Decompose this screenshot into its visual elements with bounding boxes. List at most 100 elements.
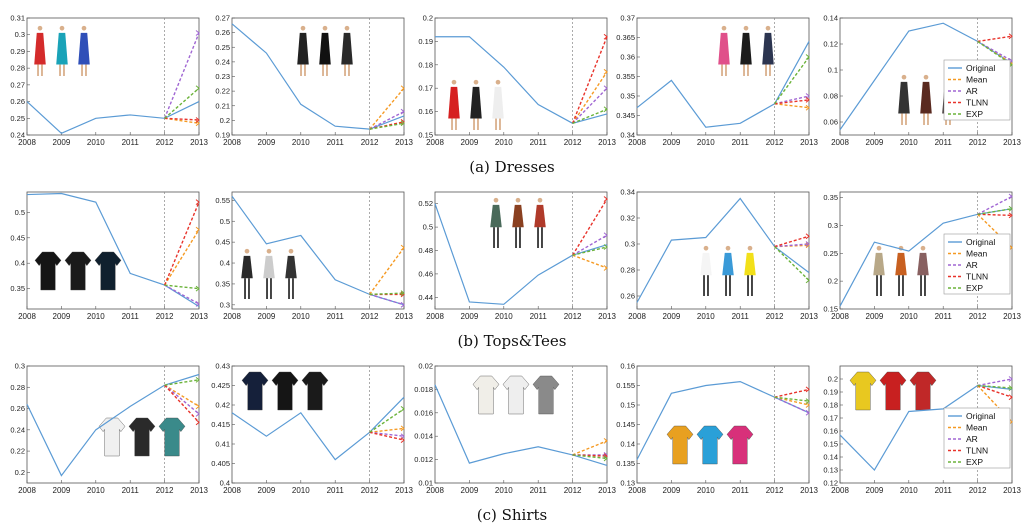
series-line-mean <box>369 87 405 130</box>
chart-panel-8: 0.44 0.46 0.48 0.5 0.52 2008 2009 2010 2011 2012 2… <box>418 191 616 321</box>
product-thumbnail <box>722 245 734 296</box>
y-tick-label: 0.32 <box>620 214 635 223</box>
series-line-ar <box>164 384 200 415</box>
series-line-mean <box>572 440 608 456</box>
model-leg <box>541 227 543 248</box>
product-thumbnail <box>512 197 524 248</box>
model-leg <box>747 64 749 76</box>
y-tick-label: 0.15 <box>823 440 838 449</box>
x-tick-label: 2012 <box>766 486 784 495</box>
x-tick-label: 2008 <box>426 138 444 147</box>
garment-shape <box>532 375 560 415</box>
y-tick-label: 0.35 <box>620 92 635 101</box>
forecast-arrowhead <box>805 233 810 240</box>
legend-label: TLNN <box>966 98 988 108</box>
x-tick-label: 2008 <box>628 312 646 321</box>
garment-shape <box>849 371 877 411</box>
x-tick-label: 2013 <box>800 312 818 321</box>
y-tick-label: 0.26 <box>10 404 25 413</box>
model-leg <box>725 275 727 296</box>
product-thumbnail <box>726 425 754 465</box>
garment-shape <box>490 204 502 228</box>
product-thumbnail <box>920 74 932 125</box>
legend-label: AR <box>966 260 978 270</box>
model-leg <box>905 113 907 125</box>
y-tick-label: 0.5 <box>423 223 433 232</box>
y-tick-label: 0.15 <box>620 401 635 410</box>
model-head <box>37 25 43 31</box>
model-leg <box>41 64 43 76</box>
x-tick-label: 2009 <box>663 486 681 495</box>
product-thumbnail <box>56 25 68 76</box>
y-tick-label: 0.405 <box>211 459 230 468</box>
product-thumbnail <box>873 245 885 296</box>
model-head <box>703 245 709 251</box>
series-line-ar <box>369 110 405 130</box>
series-line-original <box>434 384 608 467</box>
forecast-arrowhead <box>805 54 810 60</box>
y-tick-label: 0.2 <box>423 14 433 23</box>
garment-shape <box>879 371 907 411</box>
y-tick-label: 0.31 <box>10 14 25 23</box>
y-tick-label: 0.5 <box>15 208 25 217</box>
series-line-tlnn <box>571 36 608 124</box>
forecast-arrowhead <box>603 85 608 92</box>
series-line-tlnn <box>774 235 810 248</box>
y-tick-label: 0.24 <box>10 131 25 140</box>
forecast-arrowhead <box>1008 33 1013 40</box>
x-tick-label: 2011 <box>732 486 750 495</box>
y-tick-label: 0.4 <box>220 479 230 488</box>
forecast-arrowhead <box>400 406 405 412</box>
x-tick-label: 2013 <box>395 312 413 321</box>
model-head <box>920 245 926 251</box>
model-leg <box>451 118 453 130</box>
chart-panel-7: 0.3 0.35 0.4 0.45 0.5 0.55 2008 2009 2010 2011 201… <box>215 191 413 321</box>
x-tick-label: 2011 <box>530 138 548 147</box>
product-thumbnail <box>879 371 907 411</box>
forecast-arrowhead <box>1008 193 1013 200</box>
model-leg <box>322 64 324 76</box>
garment-shape <box>271 371 299 411</box>
x-tick-label: 2008 <box>426 486 444 495</box>
forecast-arrowhead <box>603 265 608 271</box>
y-tick-label: 0.12 <box>823 40 838 49</box>
forecast-arrowhead <box>195 117 200 123</box>
y-tick-label: 0.13 <box>620 479 635 488</box>
model-leg <box>63 64 65 76</box>
row-caption-shirts: (c) Shirts <box>477 506 548 524</box>
product-thumbnail <box>470 79 482 130</box>
x-tick-label: 2012 <box>969 486 987 495</box>
x-tick-label: 2011 <box>327 138 345 147</box>
y-tick-label: 0.16 <box>620 362 635 371</box>
series-line-original <box>435 36 608 124</box>
forecast-arrowhead <box>1008 394 1013 401</box>
series-line-mean <box>369 427 405 433</box>
x-tick-label: 2010 <box>495 138 513 147</box>
y-tick-label: 0.26 <box>10 97 25 106</box>
product-thumbnail <box>64 251 92 291</box>
model-leg <box>348 64 350 76</box>
y-tick-label: 0.36 <box>620 53 635 62</box>
series-line-ar <box>164 284 200 305</box>
y-tick-label: 0.23 <box>215 72 230 81</box>
y-tick-label: 0.01 <box>418 479 433 488</box>
series-line-ar <box>774 243 810 248</box>
forecast-arrowhead <box>195 30 200 36</box>
x-tick-label: 2009 <box>663 138 681 147</box>
y-tick-label: 0.52 <box>418 199 433 208</box>
series-line-ar <box>977 195 1013 215</box>
y-tick-label: 0.365 <box>616 33 635 42</box>
product-thumbnail <box>917 245 929 296</box>
forecast-arrowhead <box>400 425 405 432</box>
series-line-tlnn <box>572 198 608 256</box>
model-leg <box>244 278 246 299</box>
model-leg <box>326 64 328 76</box>
product-thumbnail <box>502 375 530 415</box>
product-thumbnail <box>490 197 502 248</box>
product-thumbnail <box>263 248 275 299</box>
y-tick-label: 0.355 <box>616 72 635 81</box>
garment-shape <box>158 417 186 457</box>
y-tick-label: 0.012 <box>414 455 433 464</box>
y-tick-label: 0.34 <box>620 131 635 140</box>
